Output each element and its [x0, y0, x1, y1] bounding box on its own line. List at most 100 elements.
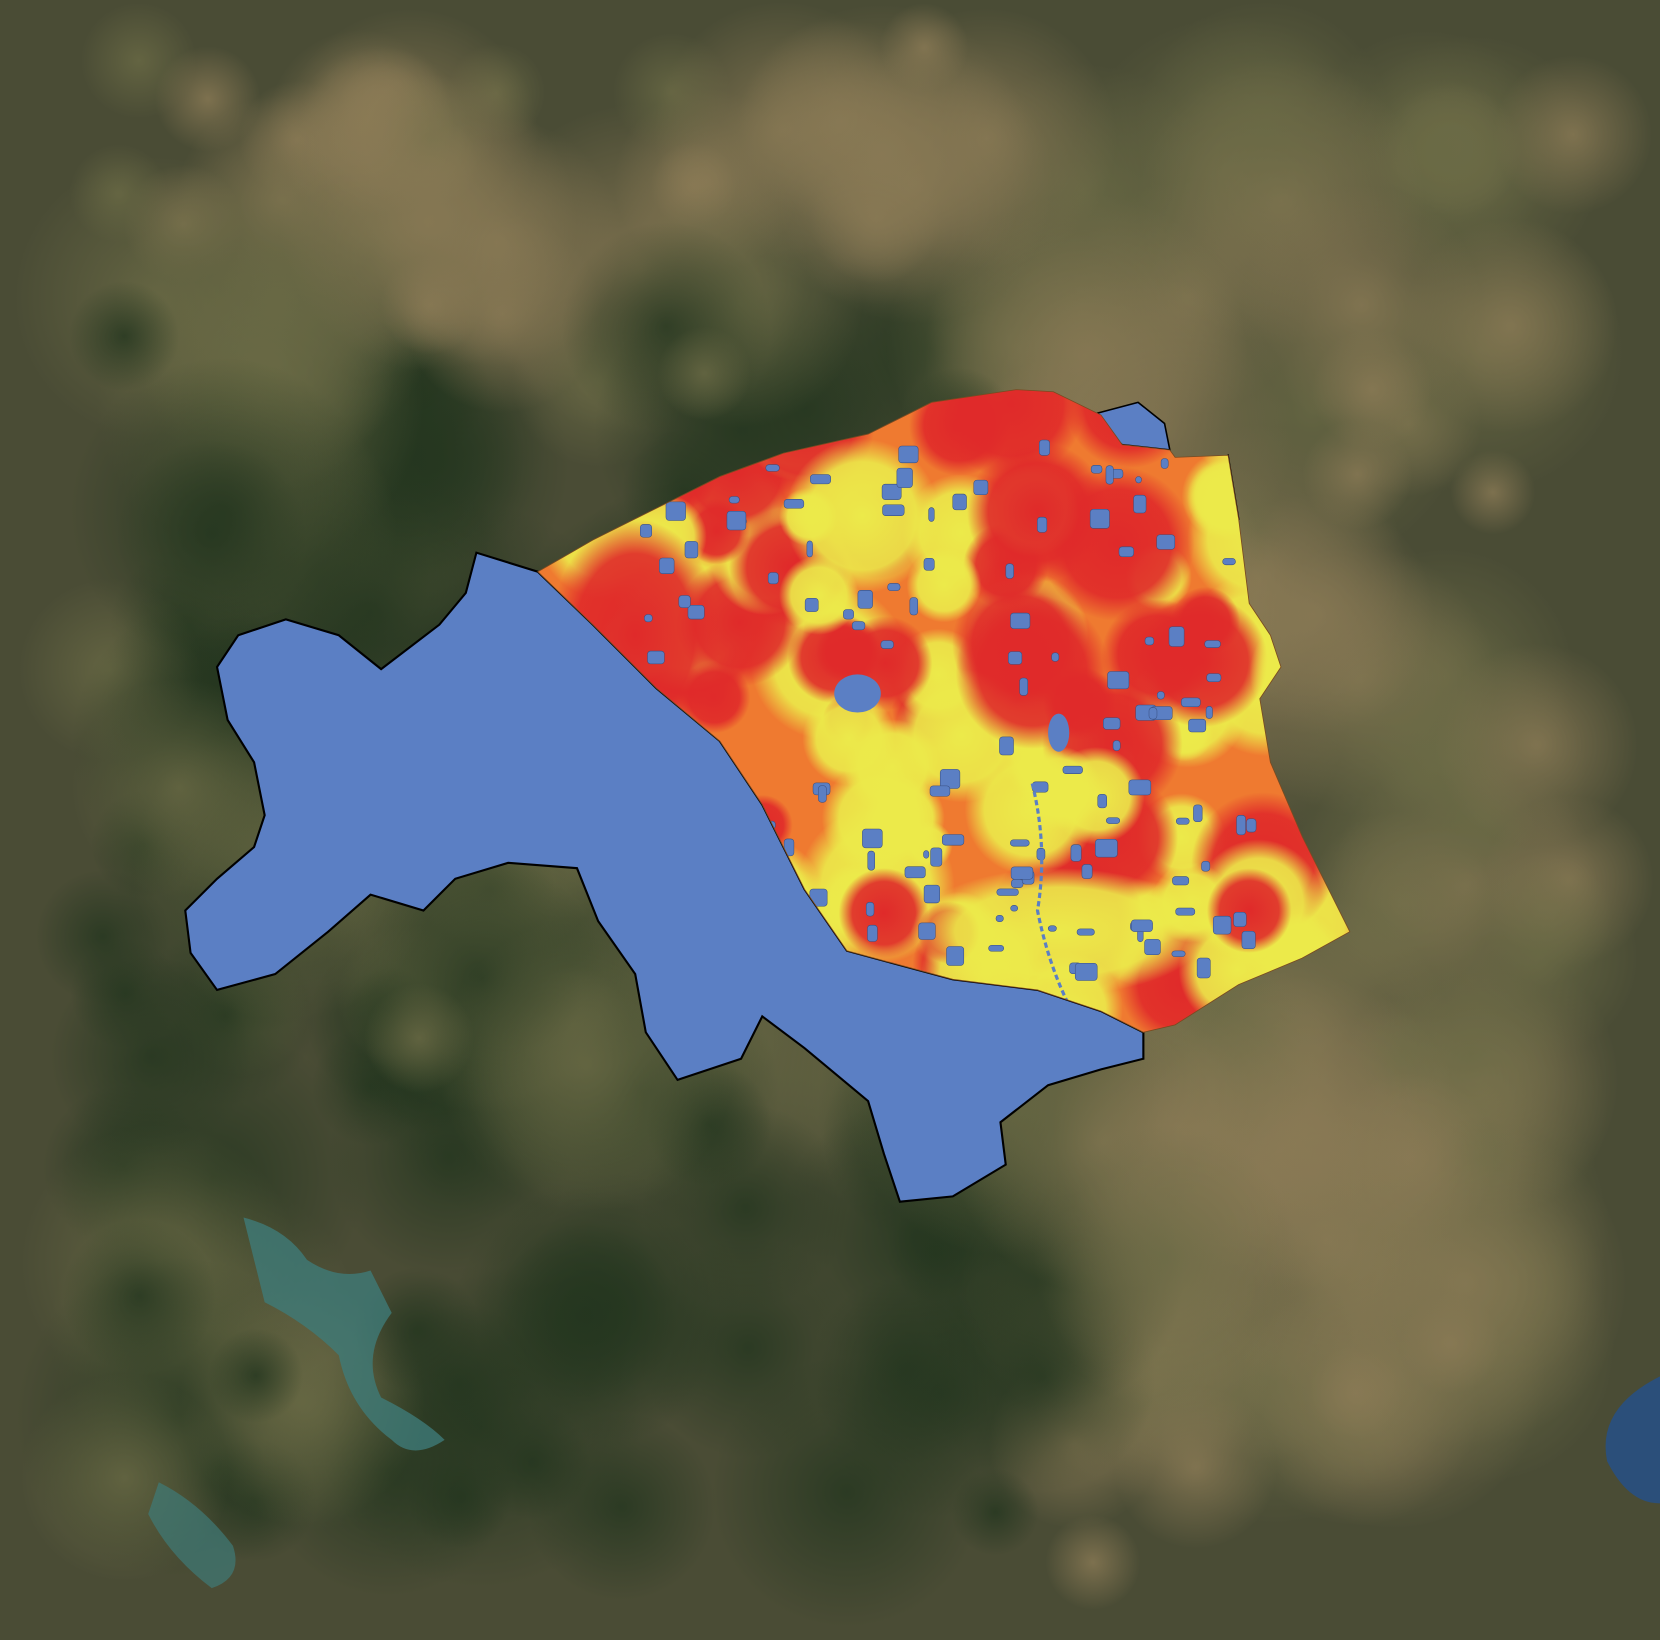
terrain-texture — [1136, 0, 1393, 256]
settlement-mask — [639, 524, 653, 538]
high-density-zone — [955, 594, 1110, 749]
terrain-texture — [1435, 643, 1639, 847]
settlement-mask — [1144, 636, 1155, 646]
terrain-texture — [809, 152, 942, 284]
lake — [243, 1217, 445, 1451]
settlement-mask — [867, 850, 875, 871]
settlement-mask — [1037, 516, 1048, 533]
terrain-texture — [473, 1172, 743, 1442]
settlement-mask — [818, 785, 827, 803]
settlement-mask — [684, 541, 699, 559]
settlement-mask — [783, 838, 795, 857]
settlement-mask — [857, 590, 873, 609]
settlement-mask — [728, 496, 740, 504]
settlement-mask — [1051, 652, 1060, 662]
settlement-mask — [1097, 793, 1107, 809]
settlement-mask — [1128, 779, 1152, 796]
settlement-mask — [1089, 508, 1110, 529]
settlement-mask — [909, 597, 918, 616]
settlement-mask — [996, 888, 1019, 896]
settlement-mask — [1201, 861, 1211, 872]
terrain-texture — [69, 357, 377, 666]
high-density-zone — [838, 868, 929, 959]
settlement-mask — [810, 474, 831, 485]
heatmap-boundary — [537, 389, 1351, 1033]
settlement-mask — [1148, 707, 1158, 720]
settlement-mask — [1144, 939, 1161, 955]
sea — [1605, 1376, 1660, 1504]
settlement-mask — [1222, 558, 1236, 566]
settlement-mask — [1172, 876, 1190, 886]
settlement-mask — [1118, 546, 1134, 557]
terrain-texture — [50, 956, 252, 1158]
settlement-mask — [1010, 612, 1031, 629]
settlement-mask — [1112, 740, 1121, 751]
terrain-texture — [69, 281, 180, 392]
city-mask — [834, 674, 881, 713]
settlement-mask — [999, 736, 1014, 756]
settlement-mask — [865, 902, 875, 917]
terrain-texture — [280, 74, 577, 372]
terrain-texture — [880, 3, 969, 92]
settlement-mask — [1175, 907, 1196, 916]
settlement-mask — [904, 866, 926, 879]
settlement-mask — [1212, 915, 1232, 935]
settlement-mask — [644, 614, 653, 623]
settlement-mask — [887, 583, 901, 591]
settlement-mask — [1107, 671, 1130, 690]
settlement-mask — [1135, 476, 1142, 484]
settlement-mask — [806, 540, 813, 558]
settlement-mask — [1181, 697, 1201, 708]
settlement-mask — [1156, 691, 1165, 700]
settlement-mask — [1206, 673, 1222, 683]
settlement-mask — [665, 501, 686, 521]
settlement-mask — [1103, 717, 1121, 730]
settlement-mask — [687, 604, 705, 620]
settlement-mask — [1074, 963, 1098, 981]
settlement-mask — [1011, 879, 1024, 888]
settlement-mask — [896, 467, 913, 488]
settlement-mask — [1175, 817, 1190, 825]
settlement-mask — [988, 945, 1005, 952]
terrain-texture — [1493, 55, 1653, 214]
settlement-mask — [1106, 817, 1121, 824]
settlement-mask — [1193, 804, 1203, 823]
settlement-mask — [881, 483, 902, 500]
settlement-mask — [995, 914, 1004, 922]
settlement-mask — [862, 828, 883, 849]
settlement-mask — [1156, 534, 1176, 550]
terrain-texture — [1437, 857, 1639, 1059]
settlement-mask — [1105, 465, 1114, 485]
settlement-mask — [843, 609, 854, 620]
settlement-mask — [1076, 928, 1095, 936]
settlement-mask — [765, 464, 780, 472]
settlement-mask — [1081, 864, 1093, 879]
settlement-mask — [1010, 866, 1034, 880]
settlement-mask — [1168, 626, 1185, 647]
settlement-mask — [1048, 713, 1070, 752]
settlement-mask — [973, 479, 989, 496]
settlement-mask — [1008, 651, 1023, 665]
low-density-zone — [802, 691, 896, 786]
low-density-zone — [1017, 746, 1101, 830]
settlement-mask — [1062, 765, 1083, 774]
terrain-texture — [1033, 1124, 1298, 1390]
settlement-mask — [898, 445, 919, 464]
settlement-mask — [1241, 930, 1256, 950]
settlement-mask — [923, 558, 935, 571]
settlement-mask — [942, 834, 965, 846]
terrain-texture — [155, 46, 261, 152]
settlement-mask — [1038, 439, 1050, 456]
settlement-mask — [647, 650, 665, 665]
settlement-mask — [1204, 640, 1221, 648]
settlement-mask — [867, 924, 878, 942]
settlement-mask — [659, 557, 675, 574]
terrain-texture — [711, 1356, 983, 1628]
settlement-mask — [1130, 919, 1153, 932]
terrain-texture — [208, 1328, 304, 1423]
settlement-mask — [1005, 563, 1014, 579]
settlement-mask — [1205, 706, 1213, 719]
settlement-mask — [1133, 494, 1147, 514]
settlement-mask — [1246, 818, 1257, 833]
